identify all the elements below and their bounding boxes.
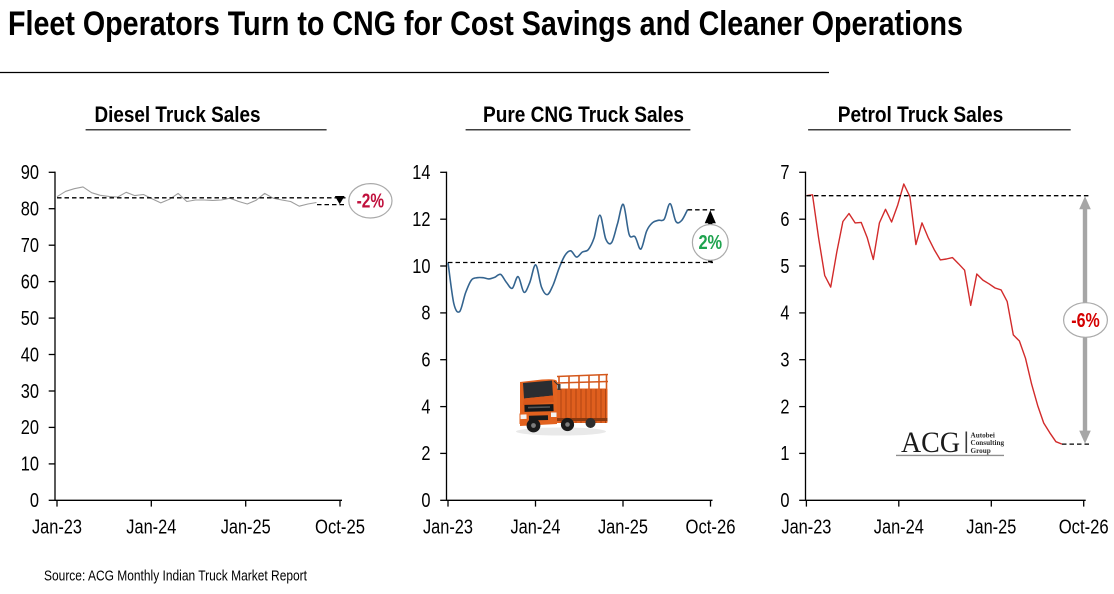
svg-text:Source: ACG Monthly Indian Tru: Source: ACG Monthly Indian Truck Market … (44, 568, 308, 585)
svg-text:3: 3 (780, 350, 789, 372)
svg-text:10: 10 (21, 454, 39, 476)
svg-text:ACG: ACG (901, 426, 960, 459)
svg-text:90: 90 (21, 162, 39, 184)
svg-text:Petrol Truck Sales: Petrol Truck Sales (838, 102, 1004, 127)
svg-text:0: 0 (421, 490, 430, 512)
svg-text:1: 1 (780, 443, 789, 465)
svg-text:7: 7 (780, 162, 789, 184)
svg-text:Jan-23: Jan-23 (781, 516, 831, 538)
svg-text:30: 30 (21, 381, 39, 403)
svg-text:Jan-25: Jan-25 (221, 516, 271, 538)
svg-text:14: 14 (412, 162, 430, 184)
svg-text:Oct-25: Oct-25 (315, 516, 365, 538)
svg-text:12: 12 (412, 209, 430, 231)
svg-text:2: 2 (421, 443, 430, 465)
svg-text:Jan-24: Jan-24 (874, 516, 924, 538)
svg-text:10: 10 (412, 256, 430, 278)
svg-text:Oct-26: Oct-26 (1059, 516, 1109, 538)
svg-text:Jan-25: Jan-25 (598, 516, 648, 538)
svg-text:0: 0 (780, 490, 789, 512)
svg-text:4: 4 (780, 303, 789, 325)
svg-text:6: 6 (421, 350, 430, 372)
svg-text:Jan-24: Jan-24 (126, 516, 176, 538)
svg-text:40: 40 (21, 344, 39, 366)
svg-text:Jan-24: Jan-24 (511, 516, 561, 538)
svg-text:Jan-23: Jan-23 (32, 516, 82, 538)
svg-text:20: 20 (21, 417, 39, 439)
svg-text:Autobei: Autobei (971, 432, 995, 440)
svg-text:Jan-23: Jan-23 (423, 516, 473, 538)
svg-text:2%: 2% (698, 232, 722, 254)
svg-text:Diesel Truck Sales: Diesel Truck Sales (95, 102, 261, 127)
svg-text:Jan-25: Jan-25 (966, 516, 1016, 538)
svg-text:4: 4 (421, 396, 430, 418)
svg-text:6: 6 (780, 209, 789, 231)
svg-text:Group: Group (971, 447, 991, 455)
svg-text:70: 70 (21, 235, 39, 257)
svg-text:-2%: -2% (357, 190, 385, 212)
svg-text:2: 2 (780, 396, 789, 418)
svg-text:Oct-26: Oct-26 (686, 516, 736, 538)
svg-text:50: 50 (21, 308, 39, 330)
svg-text:0: 0 (30, 490, 39, 512)
svg-text:80: 80 (21, 199, 39, 221)
svg-text:Pure CNG Truck Sales: Pure CNG Truck Sales (483, 102, 684, 127)
svg-text:-6%: -6% (1071, 310, 1100, 332)
svg-text:Consulting: Consulting (971, 439, 1005, 447)
svg-text:60: 60 (21, 271, 39, 293)
svg-text:8: 8 (421, 303, 430, 325)
svg-text:5: 5 (780, 256, 789, 278)
svg-text:Fleet Operators Turn to CNG fo: Fleet Operators Turn to CNG for Cost Sav… (8, 5, 963, 43)
